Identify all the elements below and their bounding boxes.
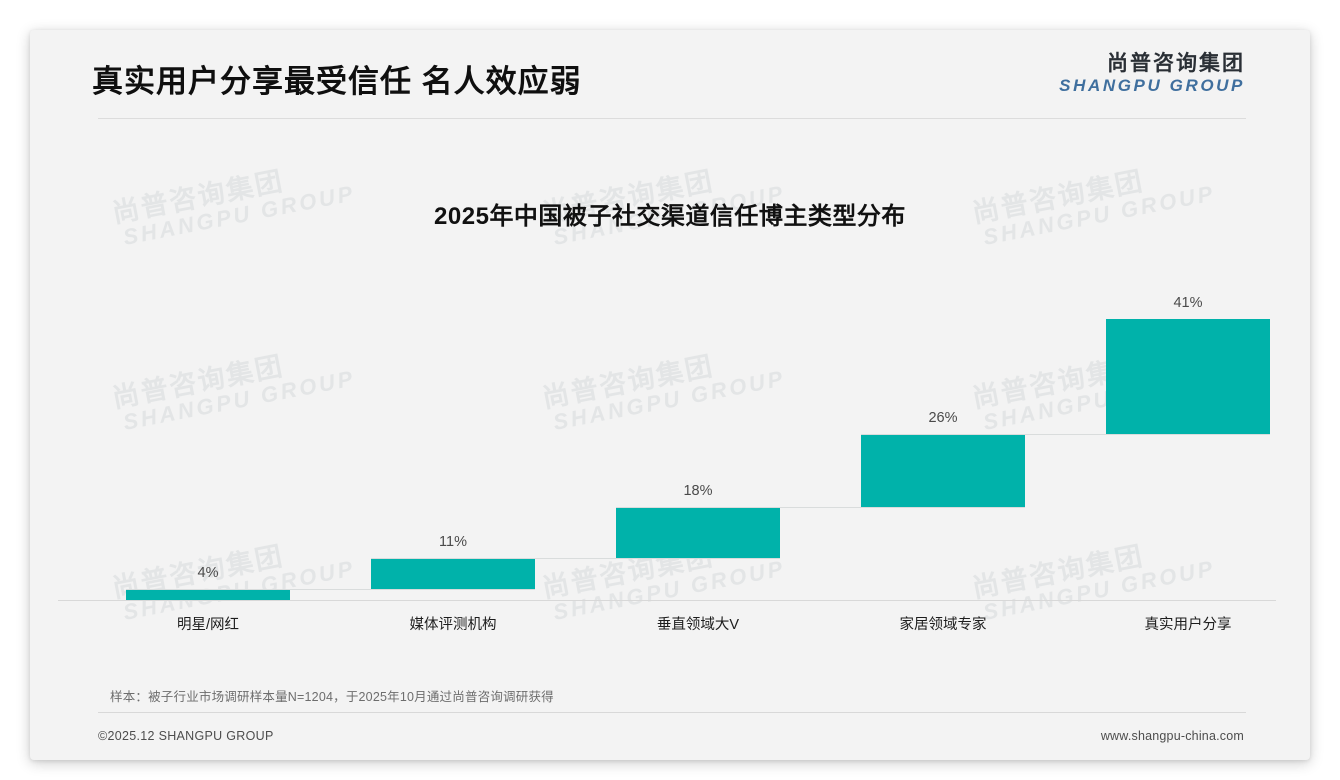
slide-footer: ©2025.12 SHANGPU GROUP www.shangpu-china… [30, 720, 1310, 760]
waterfall-connector [861, 434, 1270, 436]
x-axis-line [58, 600, 1276, 601]
waterfall-connector [616, 507, 1025, 509]
chart-title: 2025年中国被子社交渠道信任博主类型分布 [434, 203, 906, 230]
category-label: 明星/网红 [176, 617, 240, 633]
bar-家居领域专家[interactable] [861, 434, 1025, 508]
logo-english-text: SHANGPU GROUP [1059, 75, 1245, 95]
chart-container: 2025年中国被子社交渠道信任博主类型分布 4% 明星/网红 11% 媒体评测机构 18… [30, 118, 1310, 678]
logo-chinese-text: 尚普咨询集团 [1107, 52, 1245, 75]
category-label: 家居领域专家 [899, 617, 987, 633]
bar-媒体评测机构[interactable] [371, 557, 535, 589]
sample-footnote: 样本：被子行业市场调研样本量N=1204，于2025年10月通过尚普咨询调研获得 [110, 690, 554, 704]
copyright-text: ©2025.12 SHANGPU GROUP [98, 729, 274, 743]
bar-value-label: 11% [439, 533, 467, 550]
bar-value-label: 4% [197, 564, 219, 581]
header-divider [98, 118, 1246, 119]
bar-value-label: 18% [683, 483, 713, 500]
bar-value-label: 26% [928, 410, 958, 427]
website-url: www.shangpu-china.com [1100, 729, 1244, 743]
bar-垂直领域大V[interactable] [616, 507, 780, 558]
bar-value-label: 41% [1173, 295, 1203, 311]
slide-header: 真实用户分享最受信任 名人效应弱 尚普咨询集团 SHANGPU GROUP [30, 30, 1310, 118]
slide-card: 尚普咨询集团 SHANGPU GROUP 尚普咨询集团 SHANGPU GROUP 尚普… [30, 30, 1310, 760]
page-title: 真实用户分享最受信任 名人效应弱 [92, 64, 582, 99]
category-label: 真实用户分享 [1144, 617, 1232, 633]
bar-明星/网红[interactable] [126, 588, 290, 600]
waterfall-plot: 4% 明星/网红 11% 媒体评测机构 18% 垂直领域大V 26% 家居领域专家 41% 真实用… [30, 118, 1310, 678]
waterfall-connector [371, 557, 780, 559]
category-label: 媒体评测机构 [409, 617, 497, 633]
waterfall-connector [126, 588, 535, 590]
footer-divider [98, 712, 1246, 713]
bar-真实用户分享[interactable] [1106, 319, 1270, 435]
category-label: 垂直领域大V [656, 617, 740, 633]
brand-logo: 尚普咨询集团 SHANGPU GROUP [1059, 52, 1245, 95]
